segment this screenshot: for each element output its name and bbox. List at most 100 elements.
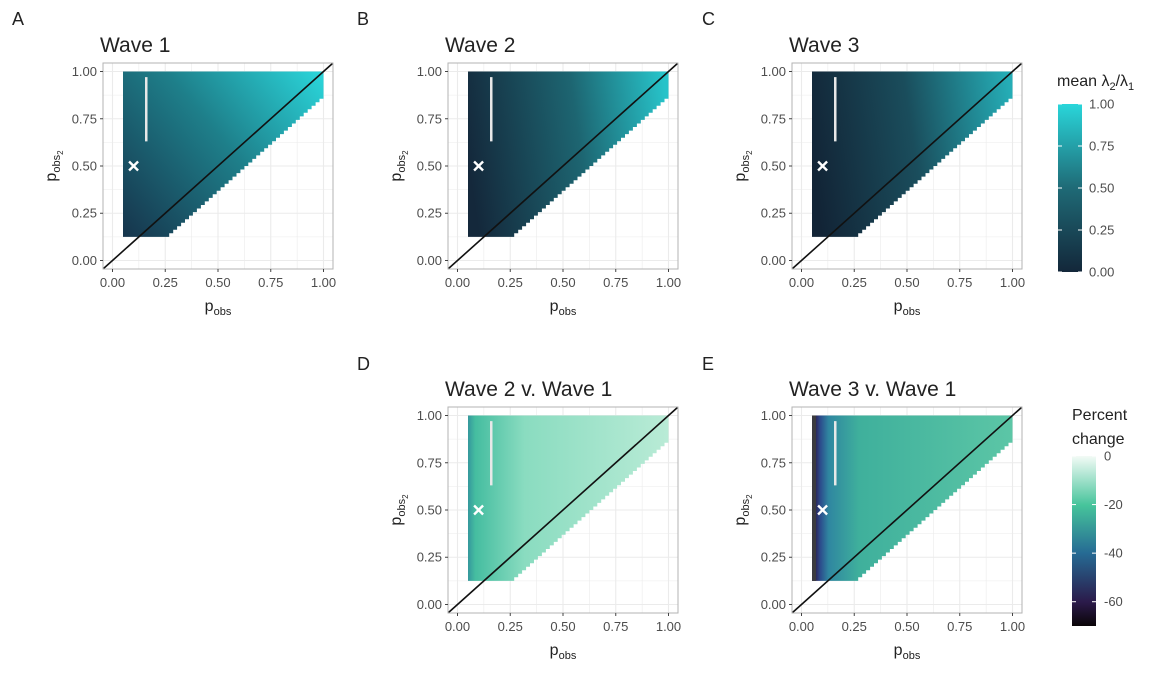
y-tick-label: 0.50	[417, 159, 442, 174]
x-tick-label: 1.00	[656, 275, 681, 290]
panel-d: 0.000.00 0.25 0.25 0.50 0.50 0.75 0.75 1.00 1.00…	[357, 354, 681, 662]
y-tick-label: 0.50	[761, 159, 786, 174]
y-axis-label-p: p	[43, 173, 60, 182]
y-tick-label: 1.00	[761, 64, 786, 79]
heatmap-region	[468, 415, 669, 581]
marker-x-stroke-2	[817, 160, 828, 172]
panel-letter: D	[357, 354, 370, 374]
x-tick-label: 1.00	[311, 275, 336, 290]
y-axis-label-sub: obs	[51, 154, 63, 172]
x-axis-label-sub: obs	[559, 306, 577, 318]
x-axis-label: pobs	[894, 298, 921, 318]
y-axis-label-p: p	[388, 517, 405, 526]
panel-letter: B	[357, 9, 369, 29]
legend-ratio: mean λ2/λ1 1.00 0.75 0.50 0.25 0.00	[1057, 73, 1134, 280]
marker-x-stroke-2	[473, 160, 484, 172]
legend-change-title-2: change	[1072, 431, 1125, 448]
x-tick-label: 0.25	[498, 275, 523, 290]
x-axis-label-p: p	[894, 298, 903, 315]
marker-x-stroke-2	[128, 160, 139, 172]
legend-change-label: 0	[1104, 449, 1111, 464]
y-axis-label-sub2: 2	[401, 494, 410, 499]
panel-a: 0.000.00 0.25 0.25 0.50 0.50 0.75 0.75 1.00 1.00…	[12, 9, 336, 318]
y-axis-label-sub2: 2	[401, 150, 410, 155]
x-tick-label: 0.50	[894, 619, 919, 634]
x-tick-label: 0.50	[205, 275, 230, 290]
y-tick-label: 0.75	[72, 111, 97, 126]
legend-change-colorbar	[1072, 456, 1096, 626]
x-tick-label: 0.50	[894, 275, 919, 290]
panel-b: 0.000.00 0.25 0.25 0.50 0.50 0.75 0.75 1.00 1.00…	[357, 9, 681, 318]
y-tick-label: 1.00	[417, 64, 442, 79]
heatmap-edge-strip	[812, 415, 817, 581]
y-tick-label: 0.50	[72, 159, 97, 174]
x-axis-label-p: p	[205, 298, 214, 315]
y-axis-label-p: p	[732, 173, 749, 182]
y-axis-label-p: p	[388, 173, 405, 182]
y-axis-label: pobs2	[388, 494, 410, 526]
legend-ratio-title: mean λ2/λ1	[1057, 73, 1134, 93]
y-tick-label: 0.00	[761, 597, 786, 612]
x-axis-label-p: p	[894, 642, 903, 659]
x-tick-label: 0.00	[445, 619, 470, 634]
y-axis-label: pobs2	[732, 494, 754, 526]
panel-title: Wave 2 v. Wave 1	[445, 378, 612, 401]
y-axis-label-sub: obs	[740, 154, 752, 172]
x-tick-label: 0.75	[603, 275, 628, 290]
heatmap-region	[812, 71, 1013, 237]
x-axis-label-p: p	[550, 642, 559, 659]
y-tick-label: 0.75	[417, 455, 442, 470]
panel-letter: A	[12, 9, 24, 29]
x-axis-label-sub: obs	[559, 650, 577, 662]
y-tick-label: 0.75	[417, 111, 442, 126]
legend-ratio-label: 0.75	[1089, 139, 1114, 154]
x-axis-label-sub: obs	[214, 306, 232, 318]
y-tick-label: 0.00	[417, 597, 442, 612]
y-tick-label: 0.00	[417, 253, 442, 268]
x-tick-label: 0.00	[789, 619, 814, 634]
panel-letter: E	[702, 354, 714, 374]
panel-title: Wave 3	[789, 34, 859, 57]
y-tick-label: 0.00	[72, 253, 97, 268]
x-tick-label: 0.75	[947, 619, 972, 634]
y-axis-label-sub2: 2	[56, 150, 65, 155]
x-tick-label: 0.25	[842, 275, 867, 290]
y-tick-label: 1.00	[72, 64, 97, 79]
heatmap-region	[812, 415, 1013, 581]
x-tick-label: 0.50	[550, 275, 575, 290]
panel-letter: C	[702, 9, 715, 29]
y-tick-label: 0.50	[761, 503, 786, 518]
legend-change-label: -20	[1104, 497, 1123, 512]
x-tick-label: 0.00	[789, 275, 814, 290]
legend-ratio-label: 0.00	[1089, 265, 1114, 280]
x-tick-label: 1.00	[1000, 619, 1025, 634]
diagonal-line	[791, 406, 1023, 614]
diagonal-line	[447, 62, 679, 270]
y-axis-label-sub: obs	[740, 498, 752, 516]
x-tick-label: 0.25	[153, 275, 178, 290]
legend-ratio-title-part: /λ	[1116, 73, 1128, 90]
y-axis-label-sub2: 2	[745, 494, 754, 499]
legend-ratio-title-part: 1	[1128, 81, 1134, 93]
y-tick-label: 0.25	[417, 550, 442, 565]
x-tick-label: 0.75	[603, 619, 628, 634]
y-tick-label: 1.00	[761, 408, 786, 423]
y-axis-label: pobs2	[43, 150, 65, 182]
x-tick-label: 0.00	[100, 275, 125, 290]
x-axis-label: pobs	[894, 642, 921, 662]
y-tick-label: 0.00	[761, 253, 786, 268]
y-tick-label: 1.00	[417, 408, 442, 423]
legend-change-label: -40	[1104, 546, 1123, 561]
y-axis-label-p: p	[732, 517, 749, 526]
panel-c: 0.000.00 0.25 0.25 0.50 0.50 0.75 0.75 1.00 1.00…	[702, 9, 1025, 318]
legend-ratio-label: 0.50	[1089, 181, 1114, 196]
x-axis-label: pobs	[550, 298, 577, 318]
heatmap-region	[468, 71, 669, 237]
legend-ratio-title-part: 2	[1109, 81, 1115, 93]
y-axis-label-sub: obs	[396, 154, 408, 172]
x-tick-label: 0.25	[498, 619, 523, 634]
legend-ratio-label: 1.00	[1089, 97, 1114, 112]
x-axis-label: pobs	[205, 298, 232, 318]
